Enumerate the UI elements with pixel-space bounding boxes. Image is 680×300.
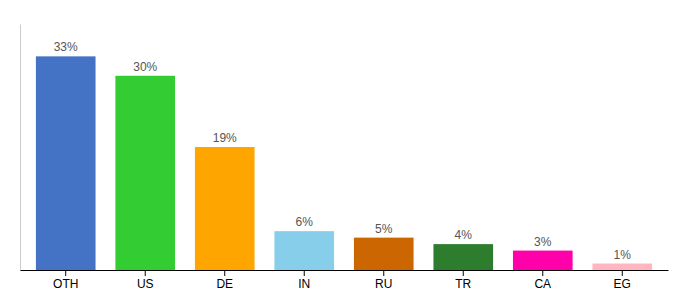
bar xyxy=(115,76,175,270)
x-tick-label: US xyxy=(137,277,154,291)
x-tick-mark xyxy=(622,270,623,276)
x-tick-label: EG xyxy=(614,277,631,291)
x-tick-label: OTH xyxy=(53,277,78,291)
plot-area: 33% 30% 19% 6% 5% 4% 3% 1% OTH US DE IN RU TR CA EG xyxy=(21,25,669,291)
data-label: 4% xyxy=(455,228,473,242)
data-label: 6% xyxy=(296,215,314,229)
x-axis-line xyxy=(21,270,669,271)
data-label: 33% xyxy=(54,40,78,54)
bar xyxy=(195,147,255,270)
bar xyxy=(274,231,334,270)
bar xyxy=(592,264,652,270)
x-tick: US xyxy=(137,270,154,291)
x-tick-mark xyxy=(224,270,225,276)
data-label: 3% xyxy=(534,235,552,249)
x-tick: DE xyxy=(216,270,233,291)
data-labels: 33% 30% 19% 6% 5% 4% 3% 1% xyxy=(54,40,632,261)
x-axis: OTH US DE IN RU TR CA EG xyxy=(21,270,669,291)
chart-svg: 33% 30% 19% 6% 5% 4% 3% 1% OTH US DE IN RU TR CA EG xyxy=(0,0,680,300)
x-tick-mark xyxy=(304,270,305,276)
x-tick-mark xyxy=(145,270,146,276)
x-tick-label: DE xyxy=(216,277,233,291)
x-tick: CA xyxy=(534,270,551,291)
bar xyxy=(433,244,493,270)
data-label: 1% xyxy=(614,248,632,262)
x-tick-mark xyxy=(65,270,66,276)
bar xyxy=(513,251,573,270)
x-tick: TR xyxy=(455,270,471,291)
bars xyxy=(36,56,652,270)
x-tick-label: TR xyxy=(455,277,471,291)
x-tick: RU xyxy=(375,270,392,291)
x-tick: IN xyxy=(298,270,310,291)
bar xyxy=(354,238,414,270)
x-tick-label: IN xyxy=(298,277,310,291)
bar xyxy=(36,56,96,270)
data-label: 5% xyxy=(375,222,393,236)
data-label: 30% xyxy=(133,60,157,74)
data-label: 19% xyxy=(213,131,237,145)
y-axis xyxy=(20,25,21,271)
x-tick-label: CA xyxy=(534,277,551,291)
x-tick-label: RU xyxy=(375,277,392,291)
x-tick-mark xyxy=(542,270,543,276)
y-axis-line xyxy=(20,25,21,271)
x-tick: EG xyxy=(614,270,631,291)
x-tick: OTH xyxy=(53,270,78,291)
x-tick-mark xyxy=(383,270,384,276)
chart-container: 33% 30% 19% 6% 5% 4% 3% 1% OTH US DE IN RU TR CA EG xyxy=(0,0,680,300)
x-tick-mark xyxy=(463,270,464,276)
